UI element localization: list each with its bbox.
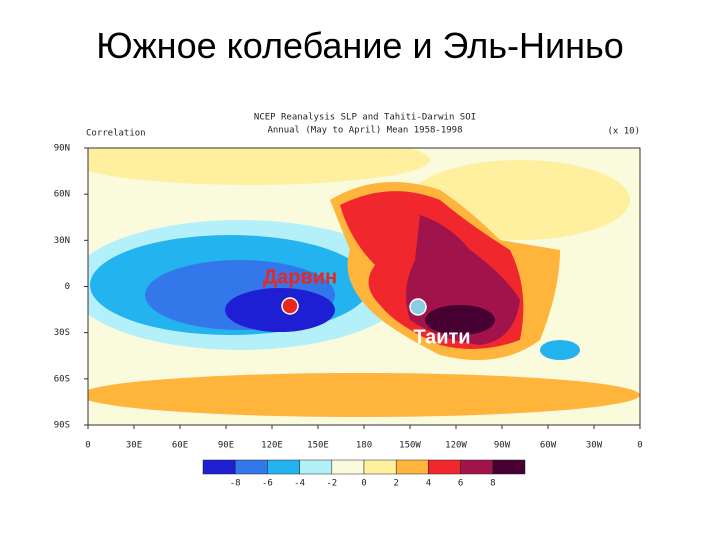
colorbar-swatch: [267, 459, 300, 475]
lat-label: 90S: [54, 421, 70, 431]
lon-label: 30E: [126, 441, 142, 451]
lon-label: 180: [356, 441, 372, 451]
lat-label: 30N: [54, 236, 70, 246]
darwin-marker: [281, 297, 299, 315]
lat-label: 60N: [54, 190, 70, 200]
lat-label: 60S: [54, 374, 70, 384]
lon-label: 0: [85, 441, 90, 451]
field-patch: [88, 148, 430, 185]
slide-title: Южное колебание и Эль-Ниньо: [96, 25, 624, 66]
lon-label: 0: [637, 441, 642, 451]
colorbar-label: 2: [393, 479, 398, 489]
lon-label: 60E: [172, 441, 188, 451]
colorbar-swatch: [428, 459, 461, 475]
darwin-label: Дарвин: [263, 266, 337, 288]
colorbar-swatch: [234, 459, 268, 475]
scale-note: (x 10): [607, 127, 640, 137]
colorbar-swatch: [492, 459, 526, 475]
lon-label: 90W: [494, 441, 511, 451]
colorbar-swatch: [202, 459, 236, 475]
map-title: NCEP Reanalysis SLP and Tahiti-Darwin SO…: [254, 113, 476, 123]
tahiti-label: Таити: [413, 326, 470, 348]
colorbar-label: -2: [326, 479, 337, 489]
colorbar-swatch: [299, 459, 333, 475]
lon-label: 30W: [586, 441, 603, 451]
field-patch: [88, 373, 640, 417]
map-subtitle: Annual (May to April) Mean 1958-1998: [267, 126, 462, 136]
colorbar-label: 6: [458, 479, 463, 489]
colorbar-label: -8: [230, 479, 241, 489]
colorbar-swatch: [331, 459, 365, 475]
lon-label: 60W: [540, 441, 557, 451]
tahiti-marker: [409, 298, 427, 316]
colorbar-swatch: [460, 459, 494, 475]
colorbar-label: 0: [361, 479, 366, 489]
map-field: [88, 148, 640, 425]
lon-label: 150W: [399, 441, 421, 451]
colorbar-label: 8: [490, 479, 495, 489]
lon-label: 120W: [445, 441, 467, 451]
lon-label: 120E: [261, 441, 283, 451]
colorbar-swatch: [395, 459, 429, 475]
lat-label: 0: [65, 282, 70, 292]
field-patch: [540, 340, 580, 360]
colorbar-label: -6: [262, 479, 273, 489]
lat-label: 30S: [54, 328, 70, 338]
lon-label: 150E: [307, 441, 329, 451]
colorbar-label: 4: [426, 479, 431, 489]
lon-label: 90E: [218, 441, 234, 451]
colorbar-label: -4: [294, 479, 305, 489]
field-patch: [225, 288, 335, 332]
field-patch: [425, 305, 495, 335]
lat-label: 90N: [54, 144, 70, 154]
colorbar-swatch: [363, 459, 397, 475]
field-label: Correlation: [86, 129, 146, 139]
